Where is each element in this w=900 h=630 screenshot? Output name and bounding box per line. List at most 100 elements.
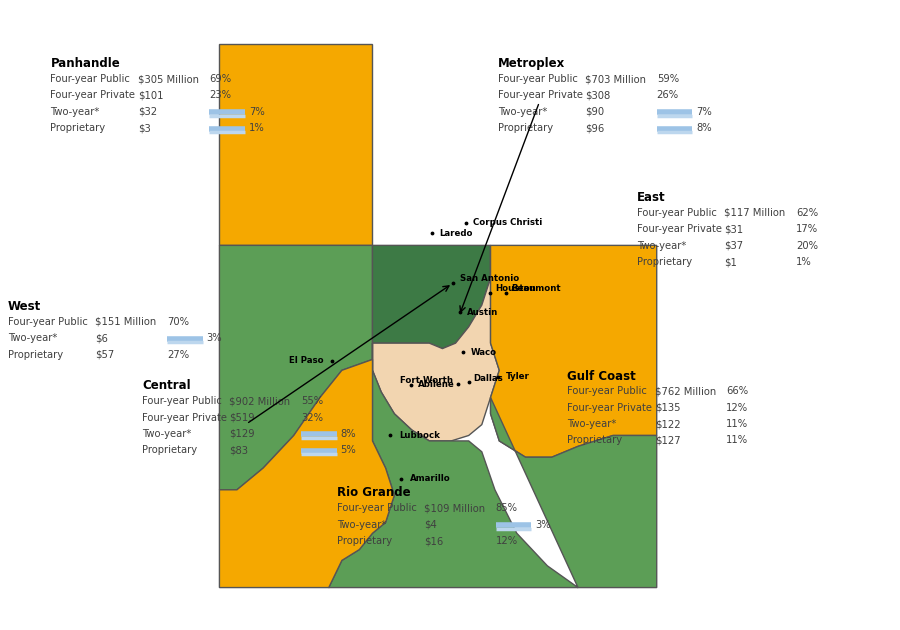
Text: 8%: 8%: [341, 429, 356, 439]
Text: Four-year Public: Four-year Public: [337, 503, 417, 513]
Text: Amarillo: Amarillo: [410, 474, 451, 483]
Text: 1%: 1%: [796, 257, 812, 267]
Text: $902 Million: $902 Million: [230, 396, 291, 406]
Text: $305 Million: $305 Million: [138, 74, 199, 84]
Text: Panhandle: Panhandle: [50, 57, 121, 71]
Text: Two-year*: Two-year*: [637, 241, 686, 251]
Text: Gulf Coast: Gulf Coast: [567, 370, 636, 382]
Text: 70%: 70%: [166, 317, 189, 327]
Text: Four-year Private: Four-year Private: [637, 224, 722, 234]
Text: 66%: 66%: [726, 386, 749, 396]
Text: $32: $32: [138, 107, 157, 117]
Text: 17%: 17%: [796, 224, 818, 234]
Text: Austin: Austin: [467, 307, 499, 317]
Text: Two-year*: Two-year*: [498, 107, 547, 117]
Text: $6: $6: [95, 333, 108, 343]
Text: Tyler: Tyler: [506, 372, 529, 381]
Text: $31: $31: [724, 224, 743, 234]
Text: 7%: 7%: [697, 107, 712, 117]
Text: $129: $129: [230, 429, 255, 439]
Text: Four-year Private: Four-year Private: [567, 403, 652, 413]
Text: Proprietary: Proprietary: [142, 445, 197, 455]
Text: $3: $3: [138, 123, 150, 133]
Text: $519: $519: [230, 413, 255, 423]
Text: Waco: Waco: [471, 348, 497, 357]
Text: Proprietary: Proprietary: [8, 350, 63, 360]
Text: $83: $83: [230, 445, 248, 455]
Text: 59%: 59%: [657, 74, 679, 84]
Text: $308: $308: [585, 91, 610, 101]
Text: $101: $101: [138, 91, 164, 101]
Text: Proprietary: Proprietary: [498, 123, 553, 133]
Text: Metroplex: Metroplex: [498, 57, 565, 71]
Text: 12%: 12%: [496, 536, 518, 546]
Text: Four-year Private: Four-year Private: [142, 413, 227, 423]
Text: 8%: 8%: [697, 123, 712, 133]
Text: Four-year Private: Four-year Private: [50, 91, 136, 101]
Text: Lubbock: Lubbock: [399, 431, 440, 440]
Text: 62%: 62%: [796, 208, 818, 218]
Text: Proprietary: Proprietary: [637, 257, 692, 267]
Text: Four-year Public: Four-year Public: [498, 74, 578, 84]
Text: $57: $57: [95, 350, 114, 360]
Text: Proprietary: Proprietary: [50, 123, 105, 133]
Text: 55%: 55%: [301, 396, 323, 406]
Text: 11%: 11%: [726, 419, 749, 429]
Text: 1%: 1%: [249, 123, 265, 133]
Text: Laredo: Laredo: [439, 229, 472, 238]
Text: 3%: 3%: [536, 520, 551, 530]
Text: Houston: Houston: [495, 284, 536, 294]
Text: $90: $90: [585, 107, 604, 117]
Text: $16: $16: [424, 536, 444, 546]
Text: Fort Worth: Fort Worth: [400, 375, 454, 385]
Text: Four-year Public: Four-year Public: [8, 317, 87, 327]
Text: Beaumont: Beaumont: [511, 284, 561, 294]
Text: Rio Grande: Rio Grande: [337, 486, 410, 500]
Text: $127: $127: [654, 435, 680, 445]
Text: $117 Million: $117 Million: [724, 208, 786, 218]
Polygon shape: [328, 343, 657, 588]
Text: 26%: 26%: [657, 91, 679, 101]
Text: $762 Million: $762 Million: [654, 386, 716, 396]
Text: West: West: [8, 300, 41, 313]
Text: 85%: 85%: [496, 503, 518, 513]
Text: Four-year Public: Four-year Public: [567, 386, 647, 396]
Text: $1: $1: [724, 257, 737, 267]
Text: San Antonio: San Antonio: [460, 274, 519, 283]
Text: $109 Million: $109 Million: [424, 503, 485, 513]
Text: Two-year*: Two-year*: [337, 520, 386, 530]
Text: Two-year*: Two-year*: [50, 107, 100, 117]
Text: 11%: 11%: [726, 435, 749, 445]
Text: Two-year*: Two-year*: [142, 429, 192, 439]
Polygon shape: [373, 245, 500, 441]
Text: Central: Central: [142, 379, 191, 392]
Text: El Paso: El Paso: [289, 356, 323, 365]
Text: 32%: 32%: [301, 413, 323, 423]
Polygon shape: [373, 245, 490, 348]
Text: 27%: 27%: [166, 350, 189, 360]
Text: $37: $37: [724, 241, 743, 251]
Text: 3%: 3%: [206, 333, 222, 343]
Text: 12%: 12%: [726, 403, 749, 413]
Text: 69%: 69%: [210, 74, 231, 84]
Text: $135: $135: [654, 403, 680, 413]
Polygon shape: [220, 245, 373, 490]
Text: 20%: 20%: [796, 241, 818, 251]
Polygon shape: [220, 360, 394, 588]
Text: Four-year Public: Four-year Public: [637, 208, 716, 218]
Text: $122: $122: [654, 419, 680, 429]
Text: 7%: 7%: [249, 107, 265, 117]
Text: Abilene: Abilene: [418, 381, 454, 389]
Text: East: East: [637, 191, 665, 204]
Text: 23%: 23%: [210, 91, 231, 101]
Text: Four-year Public: Four-year Public: [50, 74, 130, 84]
Text: 5%: 5%: [341, 445, 356, 455]
Text: $703 Million: $703 Million: [585, 74, 646, 84]
Text: Dallas: Dallas: [473, 374, 503, 383]
Text: Two-year*: Two-year*: [8, 333, 57, 343]
Text: Corpus Christi: Corpus Christi: [472, 218, 542, 227]
Text: $96: $96: [585, 123, 605, 133]
Text: $4: $4: [424, 520, 436, 530]
Text: Two-year*: Two-year*: [567, 419, 616, 429]
Polygon shape: [220, 44, 373, 245]
